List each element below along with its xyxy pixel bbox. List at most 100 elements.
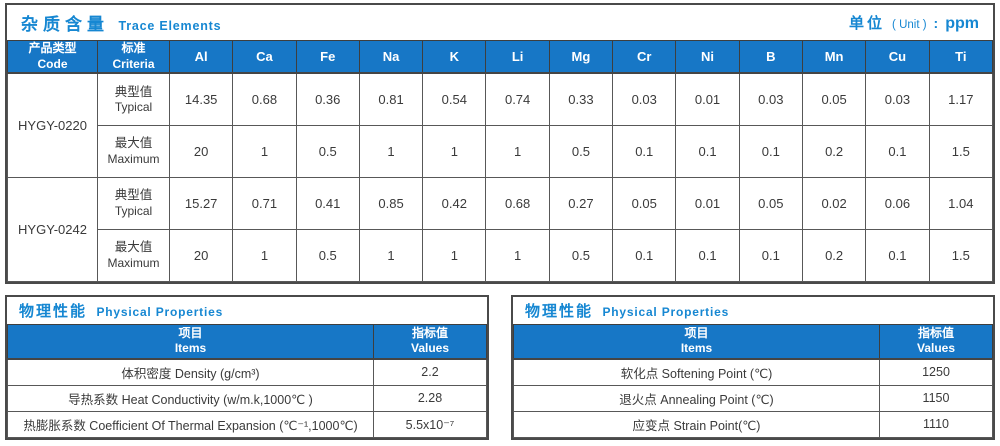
value-cell-Fe: 0.36 [295,72,360,126]
trace-title-cn: 杂质含量 [21,15,109,34]
value-cell-Na: 1 [358,228,424,282]
criteria-label-cn: 最大值 [114,240,153,255]
table-row: 最大值 Maximum 20 1 0.5 1 1 1 0.5 0.1 0.1 0.1 0.2 0.1 1.5 [8,124,994,178]
criteria-label-en: Maximum [107,151,160,166]
physical-properties-section-left: 物理性能 Physical Properties 项目 Items 指标值 Va… [5,294,489,440]
physical-left-title-row: 物理性能 Physical Properties [7,297,487,324]
value-cell-K: 1 [422,124,487,178]
value-cell-Fe: 0.5 [295,228,360,282]
column-header-Na: Na [358,40,424,75]
criteria-label-en: Typical [114,203,153,218]
code-header-cn: 产品类型 [28,41,77,55]
table-row: 体积密度 Density (g/cm³) 2.2 [7,358,487,386]
items-header-en: Items [680,341,713,356]
value-cell-Ca: 1 [232,124,297,178]
value-cell-Mn: 0.2 [801,124,867,178]
property-item-cell: 热膨胀系数 Coefficient Of Thermal Expansion (… [7,410,374,438]
value-cell-Ti: 1.5 [928,124,994,178]
physical-properties-section-right: 物理性能 Physical Properties 项目 Items 指标值 Va… [511,294,995,440]
property-item-cell: 应变点 Strain Point(℃) [513,410,880,438]
criteria-header-en: Criteria [112,56,155,71]
value-cell-Cu: 0.1 [865,228,930,282]
value-cell-Cu: 0.03 [865,72,930,126]
table-row: 退火点 Annealing Point (℃) 1150 [513,384,993,412]
physical-right-title: 物理性能 Physical Properties [525,300,729,321]
unit-label-cn: 单位 [849,15,886,32]
table-row: 热膨胀系数 Coefficient Of Thermal Expansion (… [7,410,487,438]
value-cell-Cu: 0.1 [865,124,930,178]
unit-label-en: ( Unit ) [892,19,927,31]
table-row: 应变点 Strain Point(℃) 1110 [513,410,993,438]
value-cell-Cr: 0.1 [612,124,677,178]
value-cell-K: 0.42 [422,176,487,230]
property-value-cell: 1250 [879,358,993,386]
values-header-cn: 指标值 [411,325,448,340]
criteria-label-cn: 典型值 [114,84,153,99]
value-cell-Ti: 1.5 [928,228,994,282]
value-cell-Mn: 0.05 [801,72,867,126]
column-header-Mg: Mg [548,40,614,75]
column-header-items: 项目 Items [7,323,374,361]
table-row: HYGY-0220 典型值 Typical 14.35 0.68 0.36 0.81 0.54… [7,72,994,178]
physical-left-title-cn: 物理性能 [19,302,88,320]
physical-right-title-cn: 物理性能 [525,302,594,320]
unit-colon: : [933,15,939,31]
value-cell-Cr: 0.05 [612,176,677,230]
table-row: 软化点 Softening Point (℃) 1250 [513,358,993,386]
product-code-cell: HYGY-0220 [7,72,98,178]
column-header-Fe: Fe [295,40,360,75]
property-value-cell: 5.5x10⁻⁷ [373,410,487,438]
values-header-en: Values [410,341,450,356]
value-cell-Na: 0.85 [358,176,424,230]
criteria-cell: 最大值 Maximum [97,124,170,178]
value-cell-Al: 15.27 [168,176,234,230]
product-code-cell: HYGY-0242 [7,176,98,282]
trace-header-row: 产品类型 Code 标准 Criteria Al Ca Fe Na K Li Mg Cr Ni B… [7,40,994,75]
property-item-cell: 体积密度 Density (g/cm³) [7,358,374,386]
value-cell-Li: 0.74 [485,72,550,126]
value-cell-Cu: 0.06 [865,176,930,230]
value-cell-Ni: 0.1 [675,124,740,178]
table-row: 最大值 Maximum 20 1 0.5 1 1 1 0.5 0.1 0.1 0.1 0.2 0.1 1.5 [8,228,994,282]
property-value-cell: 2.28 [373,384,487,412]
criteria-label-cn: 典型值 [114,188,153,203]
value-cell-Ca: 0.71 [232,176,297,230]
value-cell-Li: 1 [485,124,550,178]
value-cell-Li: 1 [485,228,550,282]
criteria-cell: 最大值 Maximum [97,228,170,282]
property-value-cell: 1150 [879,384,993,412]
value-cell-K: 1 [422,228,487,282]
value-cell-Cr: 0.03 [612,72,677,126]
trace-elements-table: 产品类型 Code 标准 Criteria Al Ca Fe Na K Li Mg Cr Ni B… [7,40,994,282]
value-cell-Li: 0.68 [485,176,550,230]
value-cell-Cr: 0.1 [612,228,677,282]
column-header-code: 产品类型 Code [7,40,98,75]
items-header-cn: 项目 [178,325,203,340]
trace-title: 杂质含量 Trace Elements [21,10,221,35]
physical-left-title-en: Physical Properties [96,304,224,319]
value-cell-Mg: 0.33 [548,72,614,126]
value-cell-Mn: 0.02 [801,176,867,230]
property-value-cell: 2.2 [373,358,487,386]
column-header-Mn: Mn [801,40,867,75]
column-header-Ni: Ni [675,40,740,75]
values-header-en: Values [916,341,956,356]
column-header-criteria: 标准 Criteria [97,40,170,75]
value-cell-Mn: 0.2 [801,228,867,282]
physical-left-header-row: 项目 Items 指标值 Values [7,323,487,361]
column-header-Li: Li [485,40,550,75]
property-item-cell: 软化点 Softening Point (℃) [513,358,880,386]
value-cell-Na: 0.81 [358,72,424,126]
column-header-Ti: Ti [928,40,994,75]
value-cell-Mg: 0.5 [548,228,614,282]
column-header-B: B [738,40,803,75]
value-cell-Al: 20 [168,124,234,178]
value-cell-Al: 20 [168,228,234,282]
trace-elements-section: 杂质含量 Trace Elements 单位 ( Unit ) : ppm 产品… [5,3,995,284]
criteria-label-en: Maximum [107,255,160,270]
values-header-cn: 指标值 [917,325,954,340]
items-header-en: Items [174,341,207,356]
physical-right-header-row: 项目 Items 指标值 Values [513,323,993,361]
value-cell-Al: 14.35 [168,72,234,126]
